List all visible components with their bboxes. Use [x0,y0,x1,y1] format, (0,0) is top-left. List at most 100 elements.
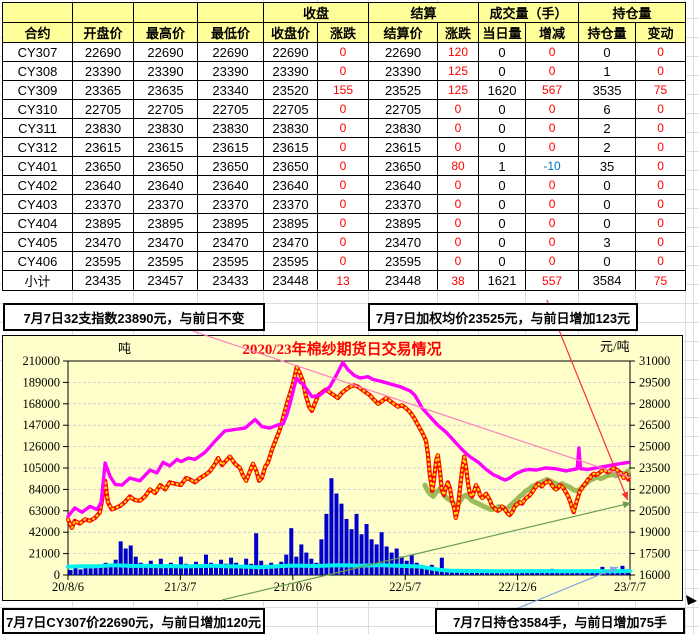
table-cell[interactable]: 155 [316,80,370,100]
table-cell[interactable]: 22705 [368,99,439,119]
table-cell[interactable]: 23470 [133,232,198,252]
table-cell[interactable]: 3584 [578,270,637,291]
table-cell[interactable]: 0 [316,137,370,157]
table-cell[interactable]: 75 [635,270,687,291]
table-cell[interactable]: 23650 [72,156,134,176]
table-cell[interactable]: 23390 [72,61,134,81]
table-cell[interactable]: 23615 [263,137,318,157]
table-cell[interactable]: 0 [525,137,580,157]
table-cell[interactable]: 23390 [368,61,439,81]
table-cell[interactable]: 22690 [72,42,134,62]
table-cell[interactable]: 23615 [197,137,264,157]
table-cell[interactable]: 23830 [368,118,439,138]
table-cell[interactable]: 23640 [368,175,439,195]
table-cell[interactable]: 23830 [197,118,264,138]
table-cell[interactable]: 23448 [263,270,318,291]
table-cell[interactable]: 0 [316,61,370,81]
table-cell[interactable]: 1621 [478,270,527,291]
table-cell[interactable]: 2 [578,118,637,138]
table-cell[interactable]: CY404 [2,213,73,233]
table-cell[interactable]: 23470 [368,232,439,252]
table-cell[interactable]: 0 [316,251,370,271]
table-cell[interactable]: CY310 [2,99,73,119]
table-cell[interactable]: CY309 [2,80,73,100]
table-cell[interactable]: CY405 [2,232,73,252]
table-cell[interactable]: 23640 [263,175,318,195]
table-cell[interactable]: 125 [437,80,480,100]
table-cell[interactable]: 23525 [368,80,439,100]
table-cell[interactable]: 567 [525,80,580,100]
table-cell[interactable]: 0 [478,213,527,233]
table-cell[interactable]: 6 [578,99,637,119]
table-cell[interactable]: 23650 [263,156,318,176]
table-cell[interactable]: 0 [316,99,370,119]
table-cell[interactable]: 23615 [368,137,439,157]
table-cell[interactable]: 0 [437,251,480,271]
table-cell[interactable]: 22690 [197,42,264,62]
table-cell[interactable]: 0 [525,213,580,233]
table-cell[interactable]: 0 [316,156,370,176]
table-cell[interactable]: 0 [578,213,637,233]
table-cell[interactable]: 22705 [133,99,198,119]
table-cell[interactable]: 23370 [72,194,134,214]
table-cell[interactable]: 0 [525,99,580,119]
table-cell[interactable]: 0 [525,175,580,195]
table-cell[interactable]: 0 [525,232,580,252]
table-cell[interactable]: 23470 [197,232,264,252]
table-cell[interactable]: 22705 [72,99,134,119]
table-cell[interactable]: 0 [316,213,370,233]
table-cell[interactable]: 1 [578,61,637,81]
table-cell[interactable]: 557 [525,270,580,291]
table-cell[interactable]: 22690 [133,42,198,62]
table-cell[interactable]: 0 [316,232,370,252]
table-cell[interactable]: 23470 [72,232,134,252]
table-cell[interactable]: 22705 [197,99,264,119]
table-cell[interactable]: 38 [437,270,480,291]
table-cell[interactable]: 23370 [368,194,439,214]
table-cell[interactable]: 23435 [72,270,134,291]
table-cell[interactable]: 0 [478,251,527,271]
table-cell[interactable]: 35 [578,156,637,176]
table-cell[interactable]: 3535 [578,80,637,100]
table-cell[interactable]: 23640 [197,175,264,195]
table-cell[interactable]: 23615 [72,137,134,157]
table-cell[interactable]: 23595 [197,251,264,271]
table-cell[interactable]: 0 [635,156,687,176]
table-cell[interactable]: 23390 [197,61,264,81]
table-cell[interactable]: 23830 [263,118,318,138]
table-cell[interactable]: 0 [578,42,637,62]
table-cell[interactable]: 0 [437,194,480,214]
table-cell[interactable]: 120 [437,42,480,62]
table-cell[interactable]: 23895 [197,213,264,233]
table-cell[interactable]: 23470 [263,232,318,252]
table-cell[interactable]: 80 [437,156,480,176]
table-cell[interactable]: 0 [437,175,480,195]
table-cell[interactable]: 3 [578,232,637,252]
table-cell[interactable]: 2 [578,137,637,157]
table-cell[interactable]: 0 [635,194,687,214]
table-cell[interactable]: 23433 [197,270,264,291]
table-cell[interactable]: 22690 [368,42,439,62]
table-cell[interactable]: 0 [478,232,527,252]
table-cell[interactable]: 0 [478,194,527,214]
table-cell[interactable]: CY312 [2,137,73,157]
table-cell[interactable]: 0 [478,175,527,195]
table-cell[interactable]: 0 [525,42,580,62]
table-cell[interactable]: 0 [525,194,580,214]
table-cell[interactable]: 23390 [133,61,198,81]
table-cell[interactable]: 23595 [368,251,439,271]
table-cell[interactable]: 23895 [72,213,134,233]
table-cell[interactable]: CY308 [2,61,73,81]
table-cell[interactable]: 小计 [2,270,73,291]
table-cell[interactable]: 23895 [263,213,318,233]
table-cell[interactable]: 0 [635,232,687,252]
table-cell[interactable]: 23370 [133,194,198,214]
table-cell[interactable]: 23640 [72,175,134,195]
table-cell[interactable]: 0 [478,118,527,138]
table-cell[interactable]: 23635 [133,80,198,100]
table-cell[interactable]: 23895 [368,213,439,233]
table-cell[interactable]: 23520 [263,80,318,100]
table-cell[interactable]: CY311 [2,118,73,138]
table-cell[interactable]: CY401 [2,156,73,176]
table-cell[interactable]: 0 [437,213,480,233]
